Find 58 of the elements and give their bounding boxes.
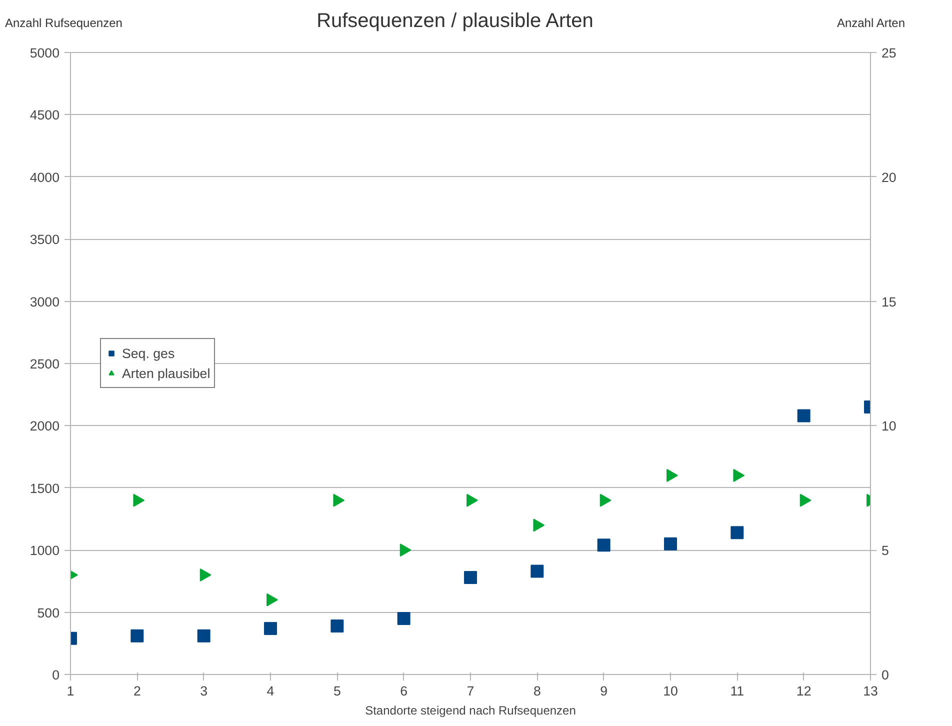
point xyxy=(800,494,812,507)
x-tick-label: 7 xyxy=(466,684,474,698)
y2-tick-label: 20 xyxy=(882,170,896,185)
legend-label: Arten plausibel xyxy=(122,366,210,380)
point xyxy=(397,612,410,626)
point xyxy=(466,494,478,507)
y2-tick-label: 10 xyxy=(882,418,896,434)
legend-label: Seq. ges xyxy=(122,346,175,360)
x-tick-label: 1 xyxy=(66,684,74,698)
y-tick-label: 500 xyxy=(37,605,60,620)
point xyxy=(400,544,412,557)
y-tick-label: 1000 xyxy=(30,543,60,558)
x-tick-label: 11 xyxy=(730,684,744,698)
y2-tick-label: 5 xyxy=(882,543,889,558)
point xyxy=(797,409,810,422)
point xyxy=(530,564,544,578)
x-tick-label: 10 xyxy=(663,684,678,698)
y-tick-label: 4000 xyxy=(30,170,60,185)
y-tick-label: 2500 xyxy=(30,356,60,372)
point xyxy=(333,494,345,507)
y-tick-label: 2000 xyxy=(30,418,60,434)
y2-tick-label: 0 xyxy=(882,668,889,682)
point xyxy=(130,629,144,642)
point xyxy=(600,494,612,507)
point xyxy=(266,593,278,606)
x-tick-label: 4 xyxy=(266,684,275,698)
point xyxy=(730,526,744,540)
point xyxy=(597,538,610,552)
point xyxy=(197,629,210,642)
point xyxy=(330,619,344,632)
x-axis-title: Standorte steigend nach Rufsequenzen xyxy=(365,704,576,718)
y2-tick-label: 15 xyxy=(882,294,896,310)
y-axis-title: Anzahl Rufsequenzen xyxy=(5,15,122,32)
point xyxy=(533,518,545,532)
point xyxy=(464,570,477,584)
x-tick-label: 9 xyxy=(600,684,608,698)
y2-tick-label: 25 xyxy=(882,46,896,60)
y-tick-label: 3000 xyxy=(30,294,60,310)
point xyxy=(264,622,277,635)
point xyxy=(133,494,145,507)
y-tick-label: 0 xyxy=(52,668,60,682)
x-tick-label: 3 xyxy=(200,684,208,698)
chart-title: Rufsequenzen / plausible Arten xyxy=(316,9,594,34)
point xyxy=(666,468,678,482)
x-tick-label: 5 xyxy=(333,684,341,698)
y-tick-label: 1500 xyxy=(30,480,60,496)
x-tick-label: 12 xyxy=(796,684,812,698)
y-tick-label: 4500 xyxy=(30,108,60,123)
y2-axis-title: Anzahl Arten xyxy=(836,15,905,32)
x-tick-label: 6 xyxy=(400,684,408,698)
point xyxy=(200,568,212,582)
x-tick-label: 2 xyxy=(133,684,141,698)
point xyxy=(664,537,677,550)
point xyxy=(733,468,745,482)
y-tick-label: 5000 xyxy=(30,46,60,60)
y-tick-label: 3500 xyxy=(30,232,60,248)
x-tick-label: 13 xyxy=(863,684,878,698)
x-tick-label: 8 xyxy=(533,684,541,698)
